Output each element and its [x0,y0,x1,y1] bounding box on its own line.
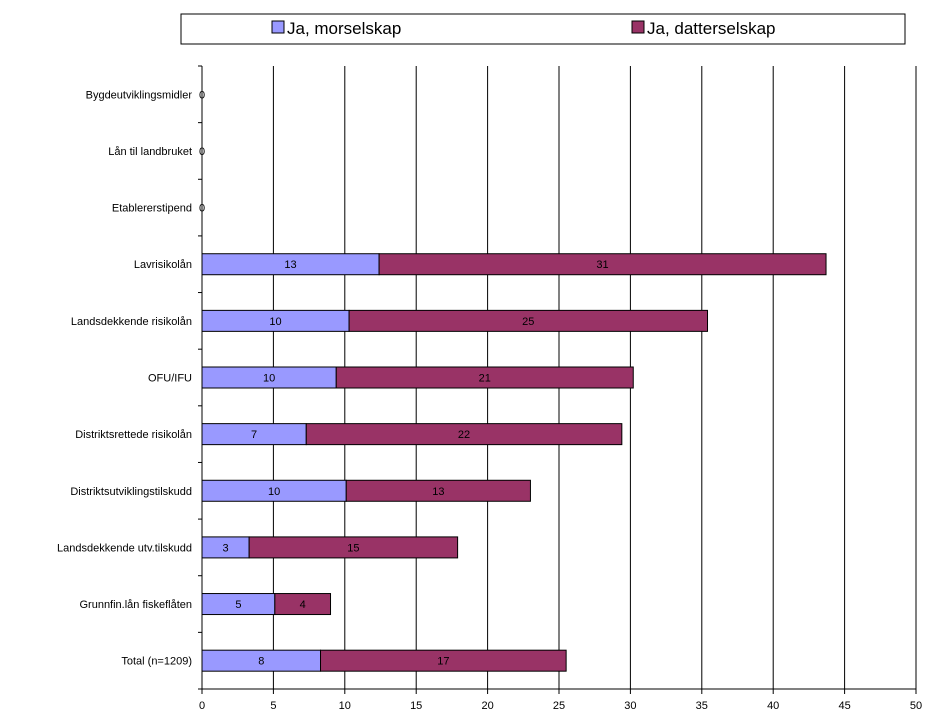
data-label: 4 [300,599,306,611]
category-label: Grunnfin.lån fiskeflåten [79,599,192,611]
x-tick-label: 20 [481,700,493,712]
legend: Ja, morselskap Ja, datterselskap [180,13,906,45]
x-tick-label: 40 [767,700,779,712]
data-label: 0 [199,146,205,158]
category-label: OFU/IFU [148,373,192,385]
data-label: 10 [268,486,280,498]
data-label: 7 [251,429,257,441]
category-label: Lån til landbruket [108,146,192,158]
bar-datterselskap [248,536,459,559]
data-label: 5 [235,599,241,611]
x-tick-label: 35 [696,700,708,712]
legend-swatch-datterselskap [631,20,645,34]
legend-label-datterselskap: Ja, datterselskap [647,19,776,38]
data-label: 17 [437,656,449,668]
category-label: Distriktsutviklingstilskudd [70,486,192,498]
x-tick-label: 50 [910,700,922,712]
bar-datterselskap [345,479,531,502]
category-label: Bygdeutviklingsmidler [86,89,193,101]
data-label: 13 [432,486,444,498]
legend-box [180,13,906,45]
legend-label-morselskap: Ja, morselskap [287,19,401,38]
bar-datterselskap [320,649,567,672]
x-tick-label: 45 [838,700,850,712]
category-label: Distriktsrettede risikolån [75,429,192,441]
x-tick-label: 30 [624,700,636,712]
data-label: 3 [222,542,228,554]
bar-datterselskap [274,593,332,616]
data-label: 22 [458,429,470,441]
data-label: 13 [284,259,296,271]
category-label: Landsdekkende utv.tilskudd [57,542,192,554]
data-label: 31 [596,259,608,271]
data-label: 0 [199,203,205,215]
category-label: Etablererstipend [112,203,192,215]
data-label: 8 [258,656,264,668]
bar-datterselskap [348,309,709,332]
legend-swatch-morselskap [271,20,285,34]
x-tick-label: 5 [270,700,276,712]
bar-datterselskap [378,253,827,276]
data-label: 21 [479,373,491,385]
category-label: Landsdekkende risikolån [71,316,192,328]
x-tick-label: 25 [553,700,565,712]
data-label: 15 [347,542,359,554]
plot-area: 0 5 10 15 20 25 30 35 40 45 50Bygdeutviklingsmidle… [57,65,922,712]
data-label: 10 [263,373,275,385]
data-label: 0 [199,89,205,101]
data-label: 10 [269,316,281,328]
bar-datterselskap [335,366,634,389]
bar-datterselskap [305,423,623,446]
x-tick-label: 0 [199,700,205,712]
category-label: Total (n=1209) [121,656,192,668]
x-tick-label: 10 [339,700,351,712]
data-label: 25 [522,316,534,328]
x-tick-label: 15 [410,700,422,712]
category-label: Lavrisikolån [134,259,192,271]
